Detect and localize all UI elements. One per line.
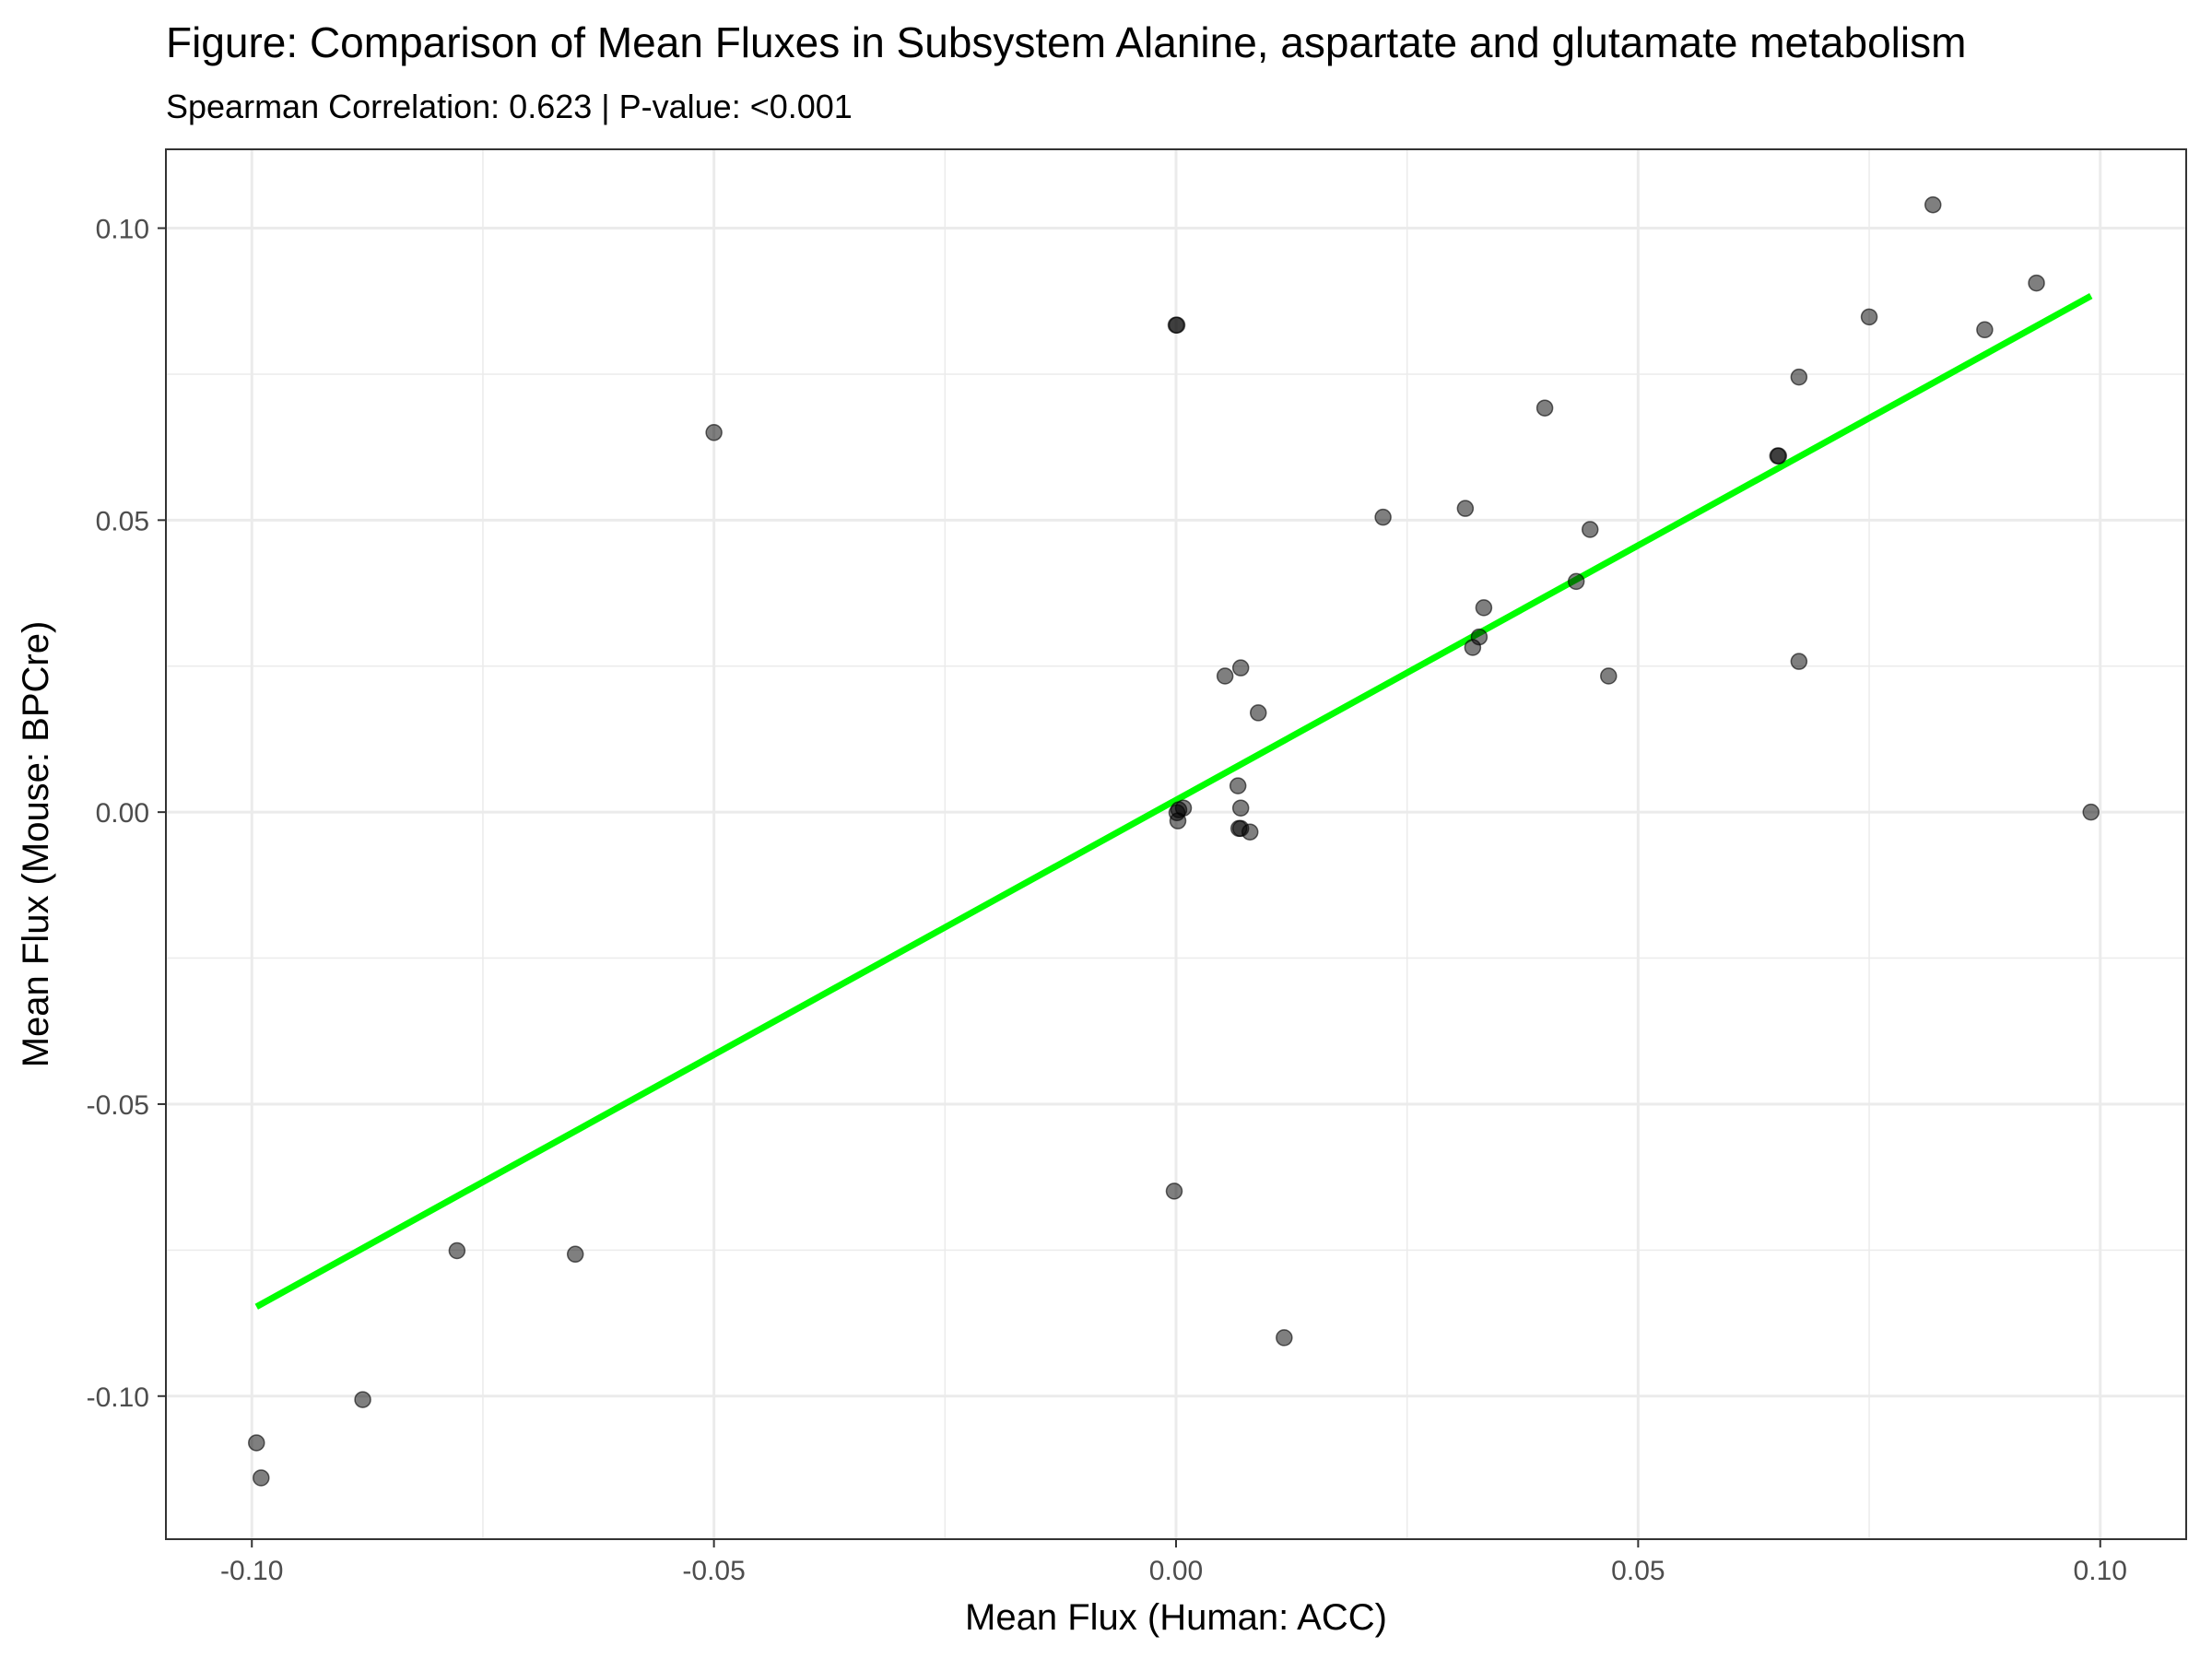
chart-subtitle: Spearman Correlation: 0.623 | P-value: <… bbox=[166, 88, 853, 125]
data-point bbox=[1229, 777, 1247, 794]
data-point bbox=[1464, 639, 1482, 656]
data-point bbox=[1374, 508, 1392, 526]
data-point bbox=[1581, 521, 1599, 538]
data-point bbox=[1231, 799, 1250, 817]
regression-fit-line bbox=[254, 292, 2093, 1310]
data-point bbox=[1790, 368, 1808, 386]
data-point bbox=[1860, 308, 1878, 326]
data-point bbox=[448, 1241, 466, 1260]
data-point bbox=[1165, 1182, 1183, 1200]
y-axis-title: Mean Flux (Mouse: BPCre) bbox=[16, 621, 56, 1068]
data-point bbox=[253, 1469, 270, 1487]
data-point bbox=[705, 424, 723, 441]
y-tick-label: -0.05 bbox=[87, 1090, 149, 1121]
data-point bbox=[1567, 572, 1585, 591]
data-point bbox=[354, 1391, 371, 1408]
data-point bbox=[1770, 447, 1788, 465]
y-tick-label: -0.10 bbox=[87, 1382, 149, 1413]
data-point bbox=[566, 1245, 584, 1264]
data-point bbox=[1600, 667, 1618, 685]
data-point bbox=[2028, 274, 2045, 292]
x-tick-label: -0.05 bbox=[682, 1556, 745, 1586]
data-point bbox=[1216, 667, 1234, 685]
x-axis-title: Mean Flux (Human: ACC) bbox=[965, 1597, 1387, 1638]
x-tick-label: -0.10 bbox=[220, 1556, 283, 1586]
x-tick-label: 0.10 bbox=[2074, 1556, 2127, 1586]
chart-title: Figure: Comparison of Mean Fluxes in Sub… bbox=[166, 18, 1966, 66]
data-points bbox=[248, 195, 2100, 1487]
data-point bbox=[248, 1434, 265, 1452]
x-tick-label: 0.00 bbox=[1149, 1556, 1203, 1586]
grid-lines bbox=[166, 149, 2186, 1539]
data-point bbox=[2082, 803, 2100, 821]
x-tick-label: 0.05 bbox=[1611, 1556, 1665, 1586]
data-point bbox=[1535, 399, 1554, 417]
data-point bbox=[1241, 823, 1259, 841]
data-point bbox=[1276, 1329, 1293, 1347]
fit-line-layer bbox=[254, 292, 2093, 1310]
data-point bbox=[1475, 599, 1493, 617]
data-point bbox=[1976, 321, 1994, 339]
y-tick-label: 0.00 bbox=[96, 798, 149, 829]
data-point bbox=[1924, 195, 1942, 214]
data-point bbox=[1790, 653, 1808, 670]
axis-ticks: -0.10 -0.05 0.00 0.05 0.10 -0.10 -0.05 0.00 0.05… bbox=[87, 215, 2127, 1586]
y-tick-label: 0.05 bbox=[96, 506, 149, 536]
data-point bbox=[1231, 659, 1250, 677]
data-point bbox=[1169, 812, 1187, 830]
data-point bbox=[1249, 704, 1267, 722]
data-point bbox=[1168, 316, 1186, 334]
data-point bbox=[1456, 500, 1475, 517]
y-tick-label: 0.10 bbox=[96, 215, 149, 245]
